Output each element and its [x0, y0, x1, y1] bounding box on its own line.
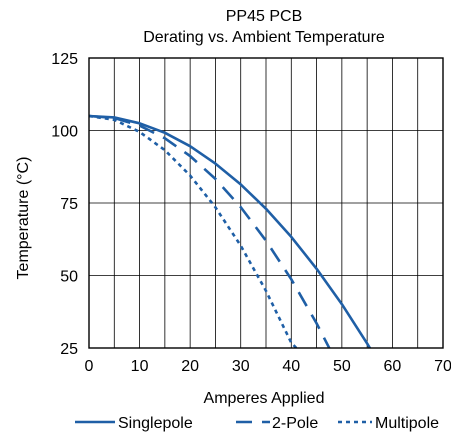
y-tick-label: 125 — [51, 51, 78, 68]
x-tick-label: 20 — [181, 358, 199, 375]
y-tick-label: 50 — [60, 269, 78, 286]
series-line-singlepole — [89, 114, 403, 348]
chart-title: PP45 PCB — [226, 8, 302, 25]
legend-label-singlepole: Singlepole — [118, 415, 193, 432]
x-tick-label: 30 — [232, 358, 250, 375]
x-axis-label: Amperes Applied — [204, 390, 325, 407]
x-tick-label: 0 — [85, 358, 94, 375]
legend: Singlepole 2-Pole Multipole — [75, 415, 439, 432]
y-tick-label: 25 — [60, 341, 78, 358]
x-tick-label: 60 — [384, 358, 402, 375]
chart-subtitle: Derating vs. Ambient Temperature — [143, 29, 385, 46]
legend-label-multipole: Multipole — [375, 415, 439, 432]
y-axis-label: Temperature (°C) — [15, 157, 32, 280]
x-tick-label: 50 — [333, 358, 351, 375]
y-tick-label: 75 — [60, 196, 78, 213]
plot-frame — [88, 57, 444, 349]
y-tick-label: 100 — [51, 124, 78, 141]
grid — [89, 58, 443, 348]
x-tick-label: 10 — [131, 358, 149, 375]
series-line-2-pole — [89, 114, 357, 348]
series-group — [89, 114, 403, 348]
x-tick-label: 40 — [282, 358, 300, 375]
x-tick-label: 70 — [434, 358, 451, 375]
legend-label-2-pole: 2-Pole — [272, 415, 318, 432]
